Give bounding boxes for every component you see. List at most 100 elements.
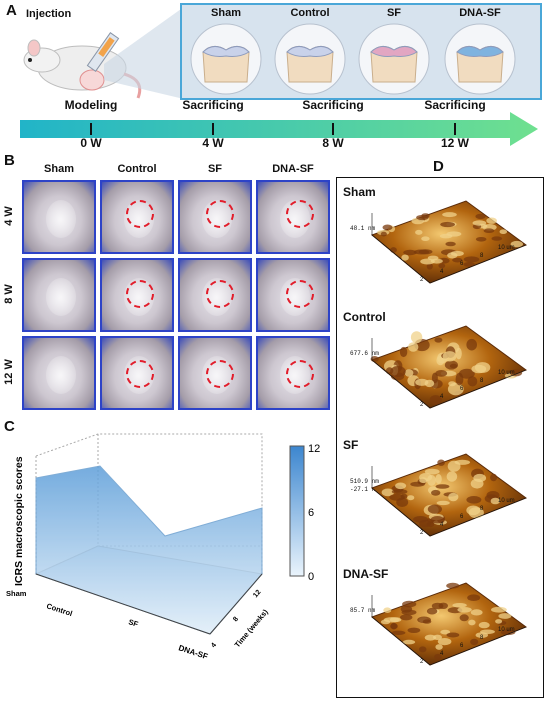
afm-surface-sf: [371, 453, 528, 537]
colorbar-tick-6: 6: [308, 507, 314, 519]
afm-axis-tick: 6: [460, 261, 464, 267]
timeline-time-label: 4 W: [202, 136, 224, 150]
cat-control: Control: [45, 601, 73, 618]
afm-axis-tick: 10 um: [498, 370, 515, 376]
defect-ring: [126, 280, 154, 308]
afm-zmax-label: 510.9 nm: [350, 478, 379, 485]
photo-col-header: Sham: [44, 163, 74, 175]
defect-ring: [286, 200, 314, 228]
timeline-tick: [90, 123, 92, 135]
panel-label-d: D: [433, 158, 444, 175]
timeline-event-label: Modeling: [64, 98, 118, 112]
afm-axis-tick: 8: [480, 253, 484, 259]
cartilage-photo: [22, 180, 96, 254]
timeline-tick: [332, 123, 334, 135]
timeline-event-label: Sacrificing: [302, 98, 364, 112]
afm-zmax-label: 677.6 nm: [350, 350, 379, 357]
colorbar-tick-0: 0: [308, 571, 314, 583]
photo-row-label: 12 W: [3, 359, 15, 385]
cat-dna-sf: DNA-SF: [177, 643, 209, 661]
timeline-time-label: 0 W: [80, 136, 102, 150]
joint-circle-sf: [358, 23, 430, 95]
timeline-time-label: 12 W: [440, 136, 469, 150]
timeline-time-label: 8 W: [322, 136, 344, 150]
time-tick-12: 12: [252, 589, 262, 600]
cartilage-photo: [256, 336, 330, 410]
y-axis-label: ICRS macroscopic scores: [13, 456, 25, 586]
afm-group-label: Sham: [343, 185, 376, 199]
group-label-control: Control: [290, 7, 330, 19]
cartilage-photo: [100, 258, 174, 332]
afm-zmax-label: 48.1 nm: [350, 225, 376, 232]
afm-panel-box: [336, 177, 544, 698]
photo-col-header: SF: [207, 163, 223, 175]
defect-ring: [126, 200, 154, 228]
afm-group-label: SF: [343, 438, 359, 452]
afm-axis-tick: 4: [440, 269, 444, 275]
afm-axis-tick: 2: [420, 402, 424, 408]
cartilage-photo: [256, 258, 330, 332]
time-tick-4: 4: [210, 642, 218, 650]
cartilage-photo: [178, 258, 252, 332]
photo-row-label: 8 W: [3, 284, 15, 304]
timeline-arrow: [20, 112, 538, 146]
afm-axis-tick: 8: [480, 506, 484, 512]
joint-circle-sham: [190, 23, 262, 95]
timeline-event-label: Sacrificing: [424, 98, 486, 112]
injection-label: Injection: [26, 8, 72, 20]
timeline-tick: [212, 123, 214, 135]
group-label-sf: SF: [386, 7, 402, 19]
zoom-wedge: [104, 4, 188, 100]
afm-axis-tick: 6: [460, 514, 464, 520]
afm-axis-tick: 4: [440, 394, 444, 400]
cat-sf: SF: [127, 617, 139, 629]
afm-axis-tick: 6: [460, 643, 464, 649]
afm-group-label: Control: [343, 310, 386, 324]
afm-axis-tick: 10 um: [498, 245, 515, 251]
cartilage-photo: [22, 258, 96, 332]
cat-sham: Sham: [6, 589, 27, 598]
panel-label-a: A: [6, 2, 17, 19]
afm-axis-tick: 2: [420, 530, 424, 536]
afm-axis-tick: 4: [440, 522, 444, 528]
defect-ring: [286, 360, 314, 388]
photo-col-header: DNA-SF: [272, 163, 314, 175]
afm-surface-sham: [371, 200, 528, 284]
panel-label-c: C: [4, 418, 15, 435]
afm-group-label: DNA-SF: [343, 567, 389, 581]
afm-axis-tick: 8: [480, 378, 484, 384]
panel-label-b: B: [4, 152, 15, 169]
defect-ring: [206, 200, 234, 228]
group-label-dna-sf: DNA-SF: [459, 7, 501, 19]
group-label-sham: Sham: [211, 7, 241, 19]
colorbar-tick-12: 12: [308, 443, 320, 455]
photo-col-header: Control: [117, 163, 157, 175]
afm-axis-tick: 10 um: [498, 498, 515, 504]
defect-ring: [286, 280, 314, 308]
cartilage-photo: [178, 336, 252, 410]
cartilage-photo: [100, 180, 174, 254]
cartilage-photo: [22, 336, 96, 410]
afm-axis-tick: 8: [480, 635, 484, 641]
afm-axis-tick: 10 um: [498, 627, 515, 633]
defect-ring: [126, 360, 154, 388]
defect-ring: [206, 360, 234, 388]
timeline-event-label: Sacrificing: [182, 98, 244, 112]
afm-zmin-label: -27.1 nm: [350, 486, 379, 493]
afm-axis-tick: 6: [460, 386, 464, 392]
joint-circle-dna-sf: [444, 23, 516, 95]
afm-axis-tick: 4: [440, 651, 444, 657]
afm-surface-dna-sf: [371, 582, 528, 666]
timeline-tick: [454, 123, 456, 135]
time-tick-8: 8: [232, 616, 240, 624]
afm-axis-tick: 2: [420, 659, 424, 665]
defect-ring: [206, 280, 234, 308]
afm-axis-tick: 2: [420, 277, 424, 283]
icrs-3d-chart: 12 6 0 ICRS macroscopic scores Sham Cont…: [6, 433, 320, 661]
afm-zmax-label: 85.7 nm: [350, 607, 376, 614]
joint-circle-control: [274, 23, 346, 95]
time-axis-label: Time (weeks): [233, 607, 270, 649]
colorbar: [289, 445, 305, 577]
photo-row-label: 4 W: [3, 206, 15, 226]
